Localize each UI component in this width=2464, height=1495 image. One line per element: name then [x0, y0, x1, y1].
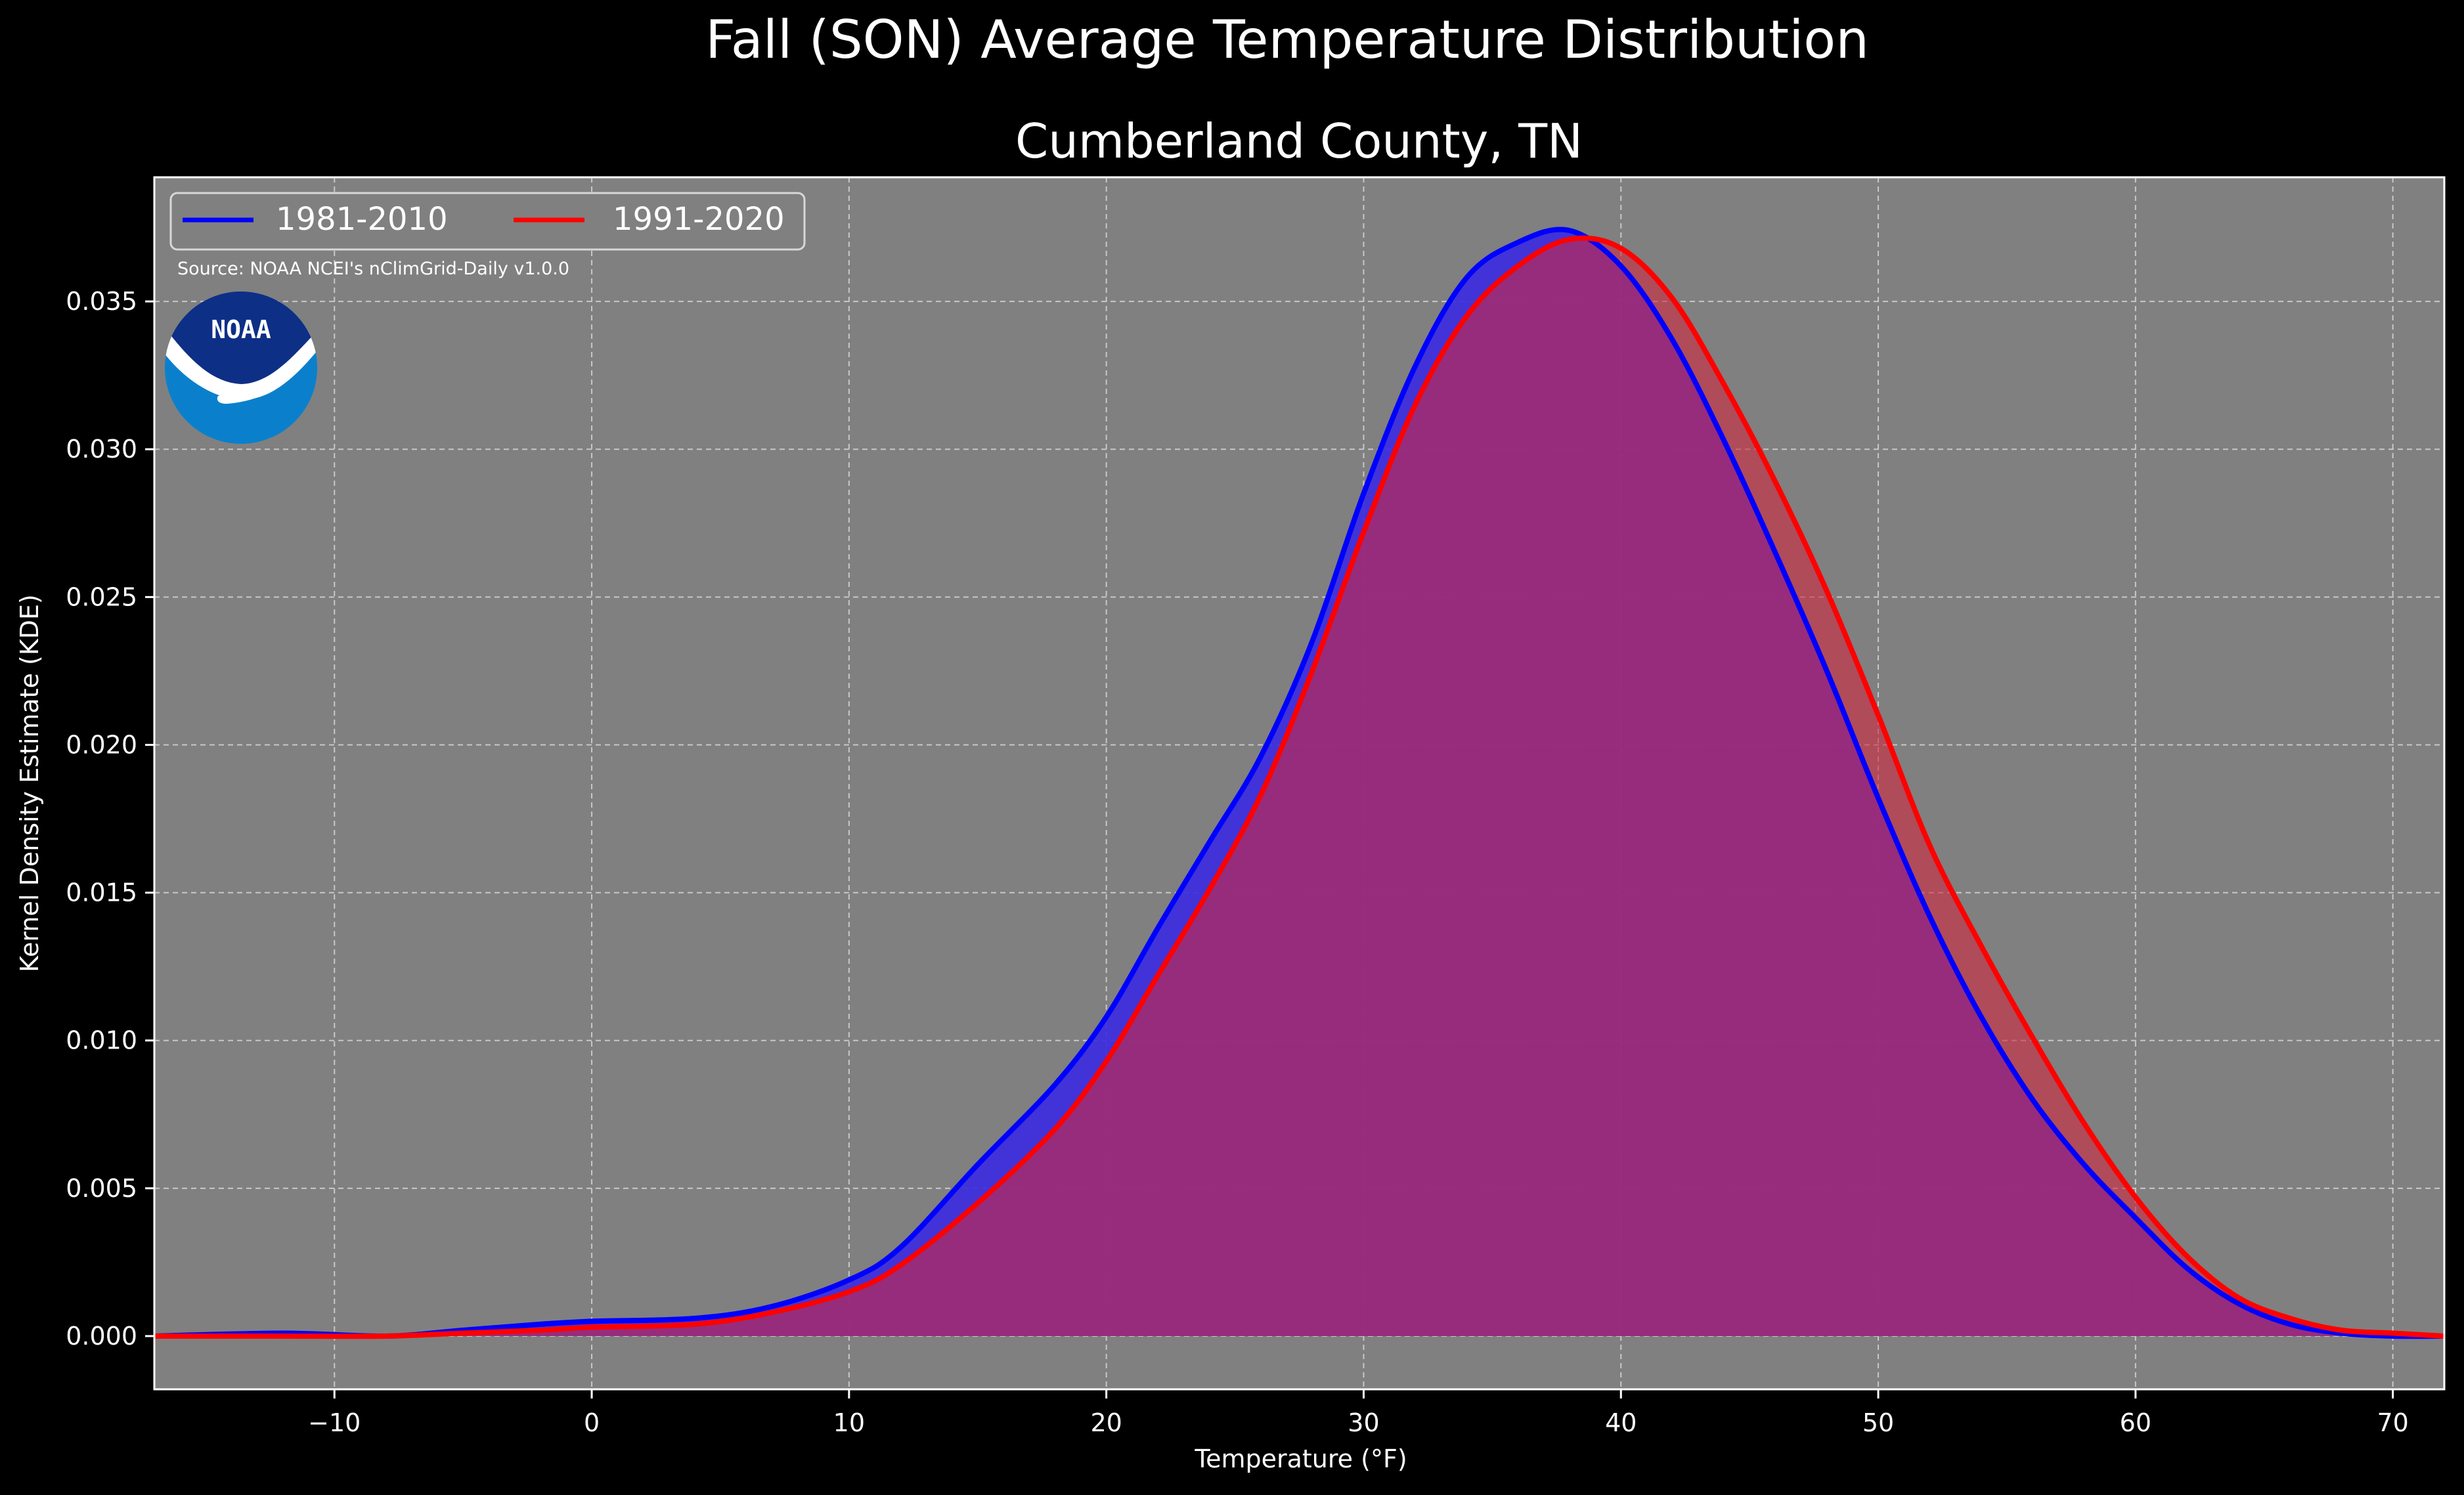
- x-tick-label: 70: [2377, 1408, 2408, 1437]
- y-axis: 0.000 0.005 0.010 0.015 0.020 0.025 0.030 0.035: [66, 287, 154, 1351]
- legend-box: [169, 192, 806, 251]
- legend: 1981-2010 1991-2020: [169, 192, 806, 251]
- density-lines: [154, 227, 2445, 1339]
- legend-label-1981-2010: 1981-2010: [276, 201, 448, 238]
- y-tick-label: 0.005: [66, 1174, 137, 1203]
- line-1981-2010: [154, 227, 2445, 1339]
- x-tick-label: 50: [1862, 1408, 1894, 1437]
- x-tick-label: −10: [308, 1408, 361, 1437]
- y-tick-label: 0.035: [66, 287, 137, 316]
- y-tick-label: 0.020: [66, 730, 137, 759]
- y-tick-label: 0.000: [66, 1322, 137, 1351]
- logo-text: NOAA: [211, 315, 271, 344]
- x-tick-label: 10: [833, 1408, 865, 1437]
- legend-label-1991-2020: 1991-2020: [613, 201, 785, 238]
- density-areas: [154, 229, 2444, 1337]
- x-axis: −10 0 10 20 30 40 50 60 70: [308, 1389, 2409, 1437]
- area-1991-2020: [154, 238, 2444, 1337]
- x-tick-label: 60: [2120, 1408, 2151, 1437]
- plot-frame: [153, 176, 2446, 1391]
- y-tick-label: 0.025: [66, 582, 137, 611]
- chart-title: Fall (SON) Average Temperature Distribut…: [705, 9, 1869, 70]
- y-axis-label: Kernel Density Estimate (KDE): [15, 594, 44, 972]
- x-axis-label: Temperature (°F): [1194, 1444, 1407, 1473]
- x-tick-label: 40: [1605, 1408, 1637, 1437]
- x-tick-label: 30: [1348, 1408, 1379, 1437]
- y-tick-label: 0.030: [66, 435, 137, 464]
- y-tick-label: 0.010: [66, 1026, 137, 1055]
- source-annotation: Source: NOAA NCEI's nClimGrid-Daily v1.0…: [177, 259, 569, 279]
- noaa-logo-icon: NOAA: [165, 292, 317, 444]
- chart-subtitle: Cumberland County, TN: [1015, 114, 1583, 169]
- x-tick-label: 0: [584, 1408, 600, 1437]
- x-tick-label: 20: [1090, 1408, 1122, 1437]
- line-1991-2020: [154, 235, 2445, 1339]
- y-tick-label: 0.015: [66, 878, 137, 907]
